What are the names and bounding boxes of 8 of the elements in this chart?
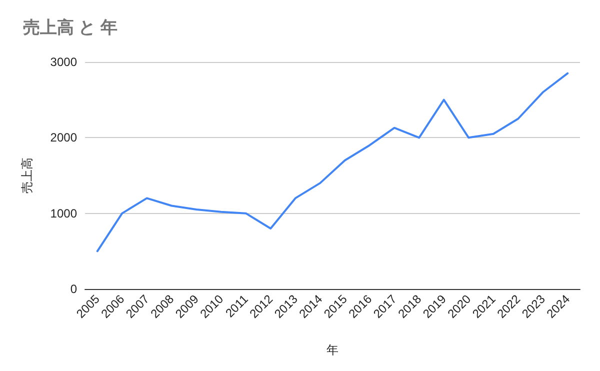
y-tick-label: 3000 bbox=[50, 55, 78, 69]
y-tick-label: 1000 bbox=[50, 206, 78, 220]
chart-title: 売上高 と 年 bbox=[23, 18, 118, 37]
y-tick-label: 0 bbox=[70, 282, 78, 296]
line-series bbox=[96, 72, 569, 252]
y-tick-label: 2000 bbox=[50, 130, 78, 145]
y-axis-title: 売上高 bbox=[20, 158, 34, 194]
x-axis-title: 年 bbox=[326, 343, 338, 357]
